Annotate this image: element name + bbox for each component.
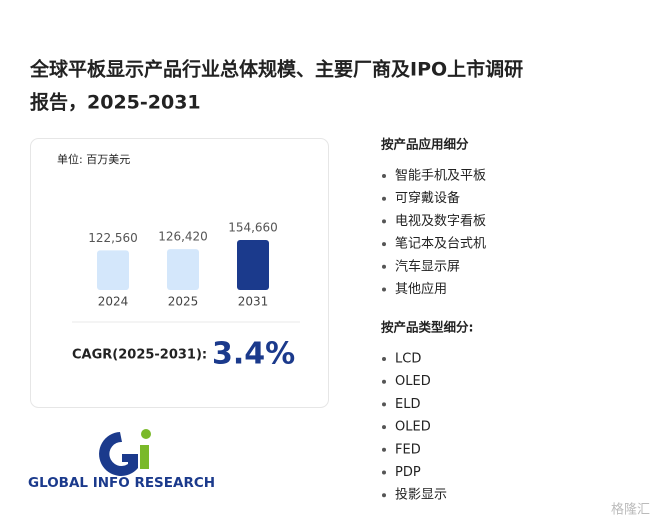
bullet — [382, 402, 386, 407]
value-label: 122,560 — [88, 231, 138, 245]
logo-icon — [141, 429, 151, 439]
bar — [97, 250, 129, 290]
bullet — [382, 174, 386, 178]
bar — [237, 240, 269, 290]
logo-icon — [140, 445, 149, 469]
logo-icon — [99, 432, 138, 476]
bullet — [382, 242, 386, 247]
bullet — [382, 357, 386, 361]
cagr-value: 3.4% — [212, 337, 295, 372]
segment-item: 电视及数字看板 — [395, 213, 486, 229]
title: 全球平板显示产品行业总体规模、主要厂商及IPO上市调研 — [29, 58, 523, 81]
logo: GLOBAL INFO RESEARCH — [28, 429, 215, 491]
segment-item: OLED — [395, 420, 431, 435]
bullet — [382, 196, 386, 201]
segment-heading: 按产品应用细分 — [381, 137, 469, 152]
bar — [167, 249, 199, 290]
segment-item: 汽车显示屏 — [395, 258, 460, 274]
x-tick-label: 2024 — [98, 295, 129, 309]
segment-item: FED — [395, 442, 421, 457]
segment-item: ELD — [395, 397, 420, 412]
segment-item: 投影显示 — [395, 487, 447, 503]
bullet — [382, 219, 386, 224]
bullet — [382, 447, 386, 452]
bullet — [382, 264, 386, 269]
x-tick-label: 2031 — [238, 295, 269, 309]
segment-item: LCD — [395, 352, 421, 367]
cagr-label: CAGR(2025-2031): — [72, 348, 207, 363]
value-label: 126,420 — [158, 230, 208, 244]
bullet — [382, 470, 386, 475]
bullet — [382, 379, 386, 384]
segment-item: PDP — [395, 465, 421, 480]
x-tick-label: 2025 — [168, 295, 199, 309]
segment-heading: 按产品类型细分: — [381, 320, 474, 335]
segment-item: 其他应用 — [395, 281, 447, 297]
segment-item: 笔记本及台式机 — [395, 236, 486, 252]
bullet — [382, 287, 386, 292]
unit-label: 单位: 百万美元 — [57, 152, 130, 166]
bullet — [382, 493, 386, 498]
bullet — [382, 425, 386, 430]
value-label: 154,660 — [228, 221, 278, 235]
watermark: 格隆汇 — [611, 502, 650, 518]
segment-item: 智能手机及平板 — [395, 169, 486, 184]
segment-item: 可穿戴设备 — [395, 190, 460, 206]
logo-text: GLOBAL INFO RESEARCH — [28, 475, 215, 491]
title: 报告，2025-2031 — [30, 91, 201, 114]
segment-item: OLED — [395, 374, 431, 389]
